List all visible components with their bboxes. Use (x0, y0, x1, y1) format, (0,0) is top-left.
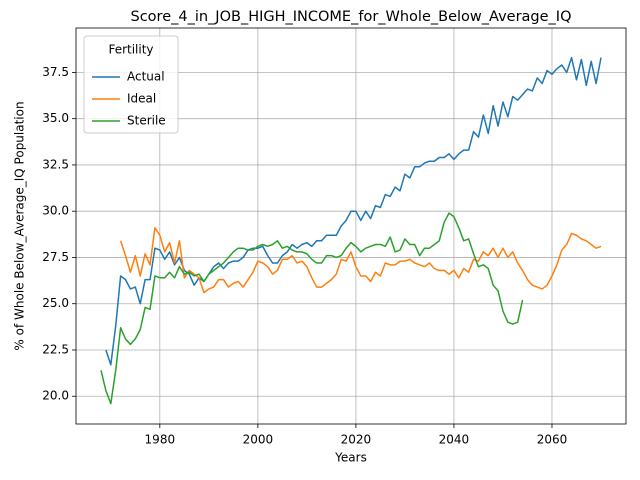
y-tick-label: 22.5 (42, 342, 69, 356)
line-series (119, 227, 602, 294)
legend-label: Actual (127, 70, 165, 84)
plot-frame (75, 27, 627, 425)
y-tick-label: 30.0 (42, 204, 69, 218)
y-tick-label: 37.5 (42, 65, 69, 79)
y-tick-label: 35.0 (42, 111, 69, 125)
y-tick-label: 27.5 (42, 250, 69, 264)
y-tick-label: 32.5 (42, 157, 69, 171)
x-tick-label: 2000 (243, 433, 274, 447)
legend-label: Sterile (127, 114, 166, 128)
legend-title: Fertility (108, 43, 153, 57)
legend-label: Ideal (127, 92, 156, 106)
x-tick-label: 1980 (145, 433, 176, 447)
line-series (100, 212, 524, 405)
chart-title: Score_4_in_JOB_HIGH_INCOME_for_Whole_Bel… (131, 9, 572, 25)
x-tick-label: 2060 (537, 433, 568, 447)
legend: Fertility Actual Ideal Sterile (83, 35, 179, 134)
x-tick-label: 2020 (341, 433, 372, 447)
legend-box (83, 35, 179, 134)
x-tick-label: 2040 (439, 433, 470, 447)
y-tick-label: 25.0 (42, 296, 69, 310)
y-axis-label: % of Whole Below_Average_IQ Population (13, 101, 27, 350)
y-tick-label: 20.0 (42, 389, 69, 403)
x-axis-label: Years (334, 451, 367, 465)
line-series (105, 56, 602, 366)
